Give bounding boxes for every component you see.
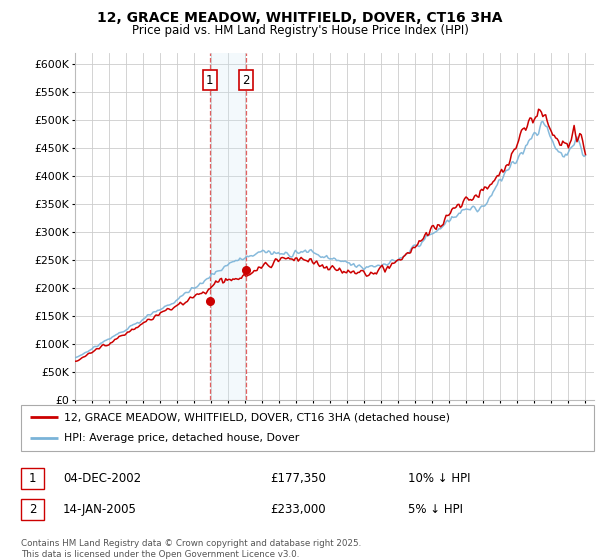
Text: Price paid vs. HM Land Registry's House Price Index (HPI): Price paid vs. HM Land Registry's House … [131, 24, 469, 36]
Text: 2: 2 [242, 73, 250, 87]
Text: £233,000: £233,000 [270, 503, 326, 516]
Text: 14-JAN-2005: 14-JAN-2005 [63, 503, 137, 516]
Text: 1: 1 [206, 73, 214, 87]
FancyBboxPatch shape [21, 405, 594, 451]
Bar [210, 53, 246, 400]
Text: 12, GRACE MEADOW, WHITFIELD, DOVER, CT16 3HA: 12, GRACE MEADOW, WHITFIELD, DOVER, CT16… [97, 11, 503, 25]
Text: 04-DEC-2002: 04-DEC-2002 [63, 472, 141, 486]
Text: Contains HM Land Registry data © Crown copyright and database right 2025.
This d: Contains HM Land Registry data © Crown c… [21, 539, 361, 559]
Text: 5% ↓ HPI: 5% ↓ HPI [408, 503, 463, 516]
Text: 2: 2 [29, 503, 36, 516]
Text: 1: 1 [29, 472, 36, 486]
Text: 12, GRACE MEADOW, WHITFIELD, DOVER, CT16 3HA (detached house): 12, GRACE MEADOW, WHITFIELD, DOVER, CT16… [64, 412, 450, 422]
Text: HPI: Average price, detached house, Dover: HPI: Average price, detached house, Dove… [64, 433, 299, 444]
Text: 10% ↓ HPI: 10% ↓ HPI [408, 472, 470, 486]
Text: £177,350: £177,350 [270, 472, 326, 486]
